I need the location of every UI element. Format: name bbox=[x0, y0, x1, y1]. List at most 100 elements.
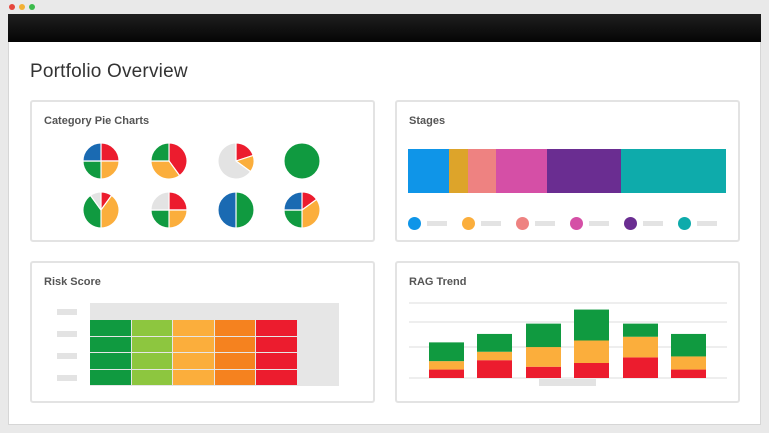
rag-bar-green[interactable] bbox=[526, 323, 561, 348]
page-title: Portfolio Overview bbox=[30, 61, 188, 82]
pie-slice bbox=[217, 142, 252, 180]
heatmap-cell[interactable] bbox=[173, 336, 214, 352]
panel-title: RAG Trend bbox=[409, 276, 467, 288]
risk-row-label-placeholder bbox=[57, 353, 77, 359]
legend-item[interactable] bbox=[462, 216, 501, 230]
heatmap-cell[interactable] bbox=[214, 320, 255, 336]
stage-segment[interactable] bbox=[495, 149, 547, 193]
heatmap-cell[interactable] bbox=[297, 353, 338, 369]
rag-bar-amber[interactable] bbox=[526, 347, 561, 367]
rag-bar-amber[interactable] bbox=[623, 336, 658, 358]
stage-segment[interactable] bbox=[620, 149, 726, 193]
category-pie-chart[interactable] bbox=[150, 191, 188, 229]
category-pie-chart[interactable] bbox=[150, 142, 188, 180]
heatmap-cell[interactable] bbox=[256, 320, 297, 336]
heatmap-cell[interactable] bbox=[214, 369, 255, 385]
legend-label-placeholder bbox=[427, 220, 447, 226]
category-pie-chart[interactable] bbox=[283, 191, 321, 229]
maximize-dot-icon[interactable] bbox=[29, 4, 35, 10]
pie-slice bbox=[150, 142, 170, 162]
pie-slice bbox=[100, 160, 120, 180]
pie-slice bbox=[100, 194, 120, 229]
heatmap-cell[interactable] bbox=[256, 353, 297, 369]
heatmap-cell[interactable] bbox=[173, 353, 214, 369]
heatmap-cell[interactable] bbox=[131, 369, 172, 385]
rag-bar-amber[interactable] bbox=[574, 340, 609, 364]
heatmap-cell[interactable] bbox=[90, 369, 131, 385]
heatmap-cell[interactable] bbox=[173, 320, 214, 336]
heatmap-cell[interactable] bbox=[297, 369, 338, 385]
stage-segment[interactable] bbox=[449, 149, 468, 193]
pie-slice bbox=[168, 209, 188, 229]
heatmap-cell[interactable] bbox=[90, 336, 131, 352]
legend-item[interactable] bbox=[624, 216, 663, 230]
rag-bar-green[interactable] bbox=[623, 323, 658, 337]
rag-bar-red[interactable] bbox=[574, 363, 609, 378]
heatmap-cell[interactable] bbox=[214, 336, 255, 352]
pie-slice bbox=[82, 194, 102, 229]
heatmap-cell[interactable] bbox=[90, 353, 131, 369]
legend-item[interactable] bbox=[678, 216, 717, 230]
pie-slice bbox=[168, 142, 188, 177]
pie-grid bbox=[82, 142, 324, 229]
window-controls bbox=[9, 4, 35, 10]
pie-slice bbox=[235, 191, 255, 229]
pie-slice bbox=[301, 198, 321, 229]
stages-panel: Stages bbox=[395, 100, 740, 242]
legend-item[interactable] bbox=[516, 216, 555, 230]
stage-segment[interactable] bbox=[546, 149, 621, 193]
rag-bar-red[interactable] bbox=[623, 357, 658, 378]
heatmap-cell[interactable] bbox=[131, 336, 172, 352]
pie-slice bbox=[283, 209, 303, 229]
heatmap-header-cell bbox=[173, 303, 214, 319]
heatmap-header-cell bbox=[90, 303, 131, 319]
heatmap-cell[interactable] bbox=[297, 336, 338, 352]
heatmap-header-cell bbox=[256, 303, 297, 319]
rag-bar-red[interactable] bbox=[477, 360, 512, 378]
stage-segment[interactable] bbox=[467, 149, 496, 193]
pie-slice bbox=[283, 191, 303, 211]
legend-dot-icon bbox=[516, 216, 529, 230]
heatmap-cell[interactable] bbox=[173, 369, 214, 385]
stages-stacked-bar bbox=[408, 149, 726, 193]
rag-bar-amber[interactable] bbox=[477, 351, 512, 361]
category-pie-chart[interactable] bbox=[217, 142, 255, 180]
rag-bar-green[interactable] bbox=[671, 333, 706, 357]
heatmap-cell[interactable] bbox=[90, 320, 131, 336]
heatmap-cell[interactable] bbox=[131, 353, 172, 369]
heatmap-cell[interactable] bbox=[256, 336, 297, 352]
panel-title: Category Pie Charts bbox=[44, 115, 150, 127]
risk-score-panel: Risk Score bbox=[30, 261, 375, 403]
rag-bar-red[interactable] bbox=[671, 369, 706, 378]
dashboard-canvas: Portfolio Overview Category Pie Charts S… bbox=[8, 42, 761, 425]
stage-segment[interactable] bbox=[408, 149, 449, 193]
category-pie-chart[interactable] bbox=[283, 142, 321, 180]
category-pie-chart[interactable] bbox=[217, 191, 255, 229]
heatmap-cell[interactable] bbox=[256, 369, 297, 385]
heatmap-header-cell bbox=[214, 303, 255, 319]
rag-bar-red[interactable] bbox=[429, 369, 464, 378]
heatmap-cell[interactable] bbox=[297, 320, 338, 336]
panel-title: Risk Score bbox=[44, 276, 101, 288]
rag-bar-red[interactable] bbox=[526, 366, 561, 378]
rag-bar-green[interactable] bbox=[477, 333, 512, 352]
category-pie-chart[interactable] bbox=[82, 142, 120, 180]
heatmap-cell[interactable] bbox=[214, 353, 255, 369]
rag-bar-amber[interactable] bbox=[671, 356, 706, 370]
panel-title: Stages bbox=[409, 115, 446, 127]
legend-dot-icon bbox=[408, 216, 421, 230]
rag-bar-amber[interactable] bbox=[429, 361, 464, 370]
rag-trend-panel: RAG Trend bbox=[395, 261, 740, 403]
risk-row-label-placeholder bbox=[57, 309, 77, 315]
legend-dot-icon bbox=[570, 216, 583, 230]
rag-bar-green[interactable] bbox=[574, 309, 609, 341]
heatmap-cell[interactable] bbox=[131, 320, 172, 336]
minimize-dot-icon[interactable] bbox=[19, 4, 25, 10]
legend-item[interactable] bbox=[408, 216, 447, 230]
close-dot-icon[interactable] bbox=[9, 4, 15, 10]
rag-bar-green[interactable] bbox=[429, 342, 464, 362]
legend-label-placeholder bbox=[697, 220, 717, 226]
legend-item[interactable] bbox=[570, 216, 609, 230]
category-pie-chart[interactable] bbox=[82, 191, 120, 229]
pie-slice bbox=[168, 191, 188, 211]
